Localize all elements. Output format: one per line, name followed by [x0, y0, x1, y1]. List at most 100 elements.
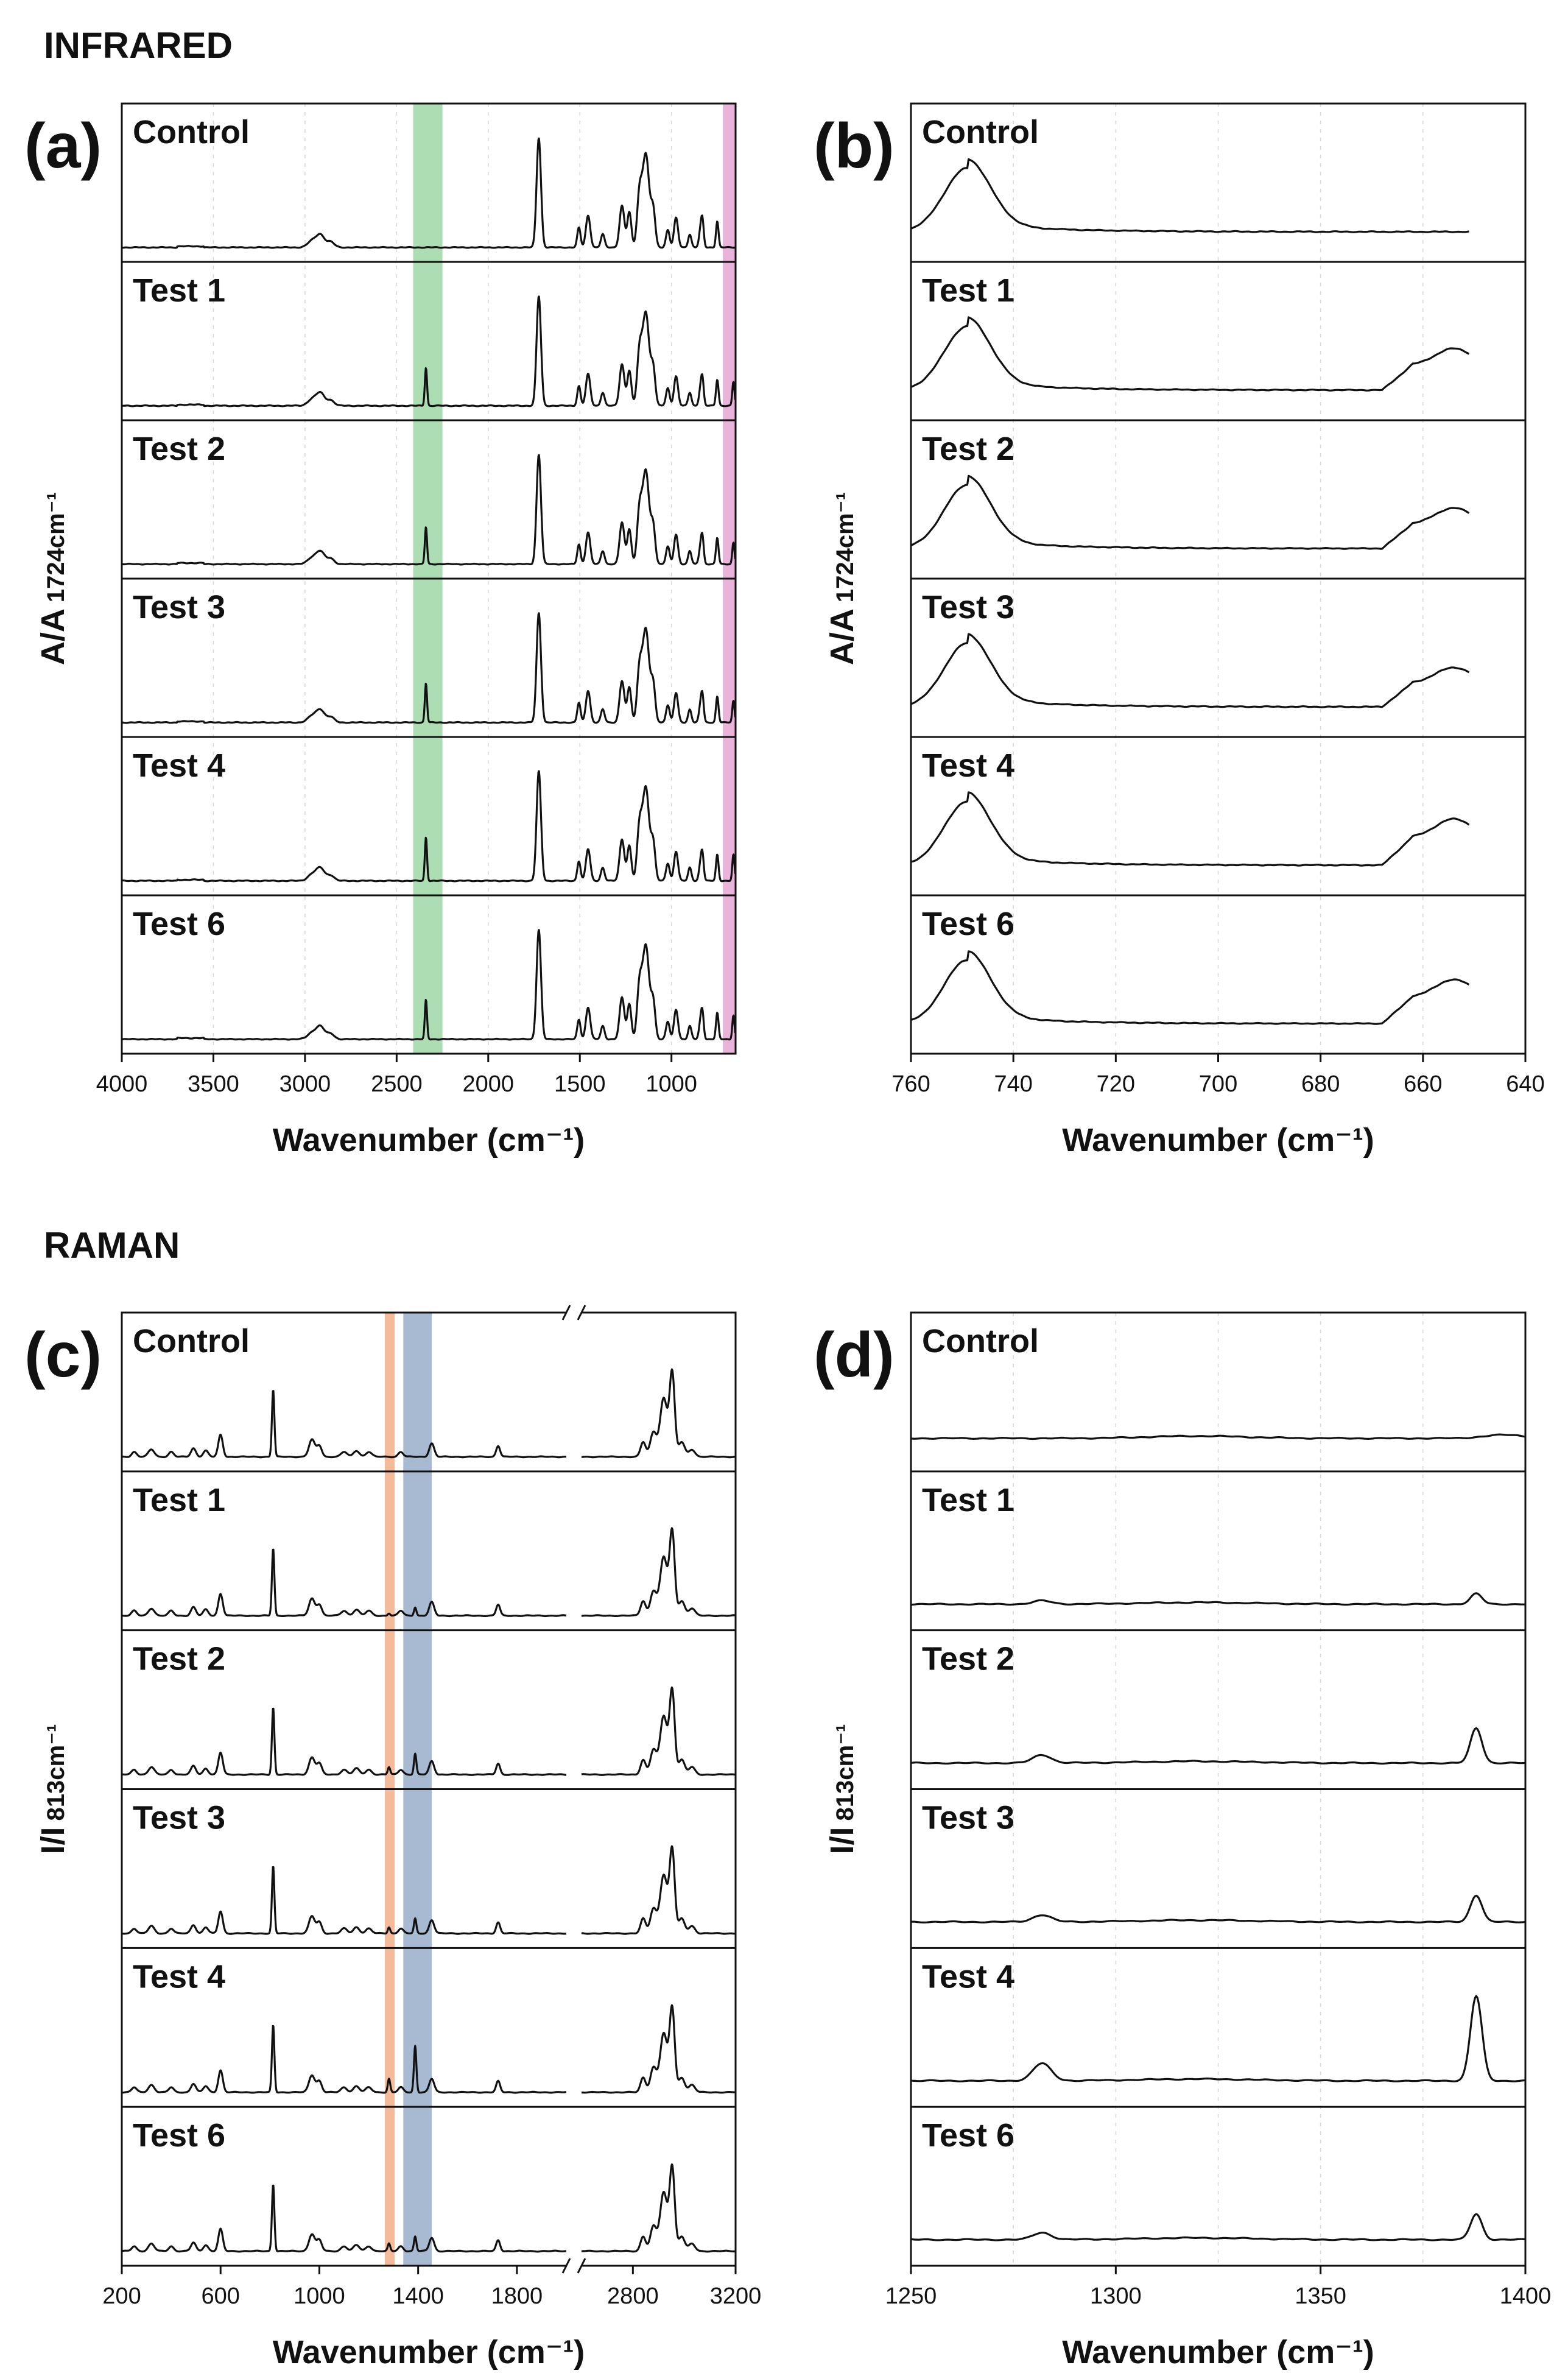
panel-c-panel-letter: (c) — [24, 1320, 102, 1391]
panel-d-trace-label: Test 4 — [922, 1958, 1014, 1995]
panel-d-x-tick-label: 1250 — [885, 2283, 937, 2309]
panel-a-x-tick-label: 2000 — [463, 1071, 515, 1097]
panel-a-x-tick-label: 4000 — [96, 1071, 148, 1097]
panel-d-spectrum-line — [910, 1433, 1526, 1440]
panel-d-y-axis-main: I/I — [824, 1827, 860, 1854]
panel-c-y-axis-sub: 813cm⁻¹ — [43, 1724, 69, 1821]
panel-a-spectrum-line — [121, 137, 736, 249]
panel-b-spectrum-line — [910, 791, 1470, 867]
panel-b-trace-label: Test 6 — [922, 906, 1014, 942]
panel-d-spectrum-line — [910, 2213, 1526, 2241]
panel-c-axis-break-mark — [577, 2258, 586, 2274]
panel-a-trace-label: Test 1 — [133, 272, 225, 309]
panel-b-y-axis-sub: 1724cm⁻¹ — [832, 492, 859, 602]
panel-c-spectrum-line — [581, 1686, 736, 1776]
panel-d-y-axis-sub: 813cm⁻¹ — [832, 1724, 859, 1821]
panel-a-y-axis-main: A/A — [35, 608, 71, 665]
panel-b-x-tick-label: 640 — [1506, 1071, 1544, 1097]
panel-d-y-axis-title: I/I 813cm⁻¹ — [824, 1724, 860, 1855]
panel-c-trace-label: Test 2 — [133, 1641, 225, 1677]
panel-a-spectrum-line — [121, 612, 736, 724]
panel-c-x-tick-label: 1000 — [294, 2283, 345, 2309]
panel-c-x-tick-label: 1800 — [491, 2283, 543, 2309]
panel-c-spectrum-line — [581, 1527, 736, 1617]
panel-b-y-axis-main: A/A — [824, 608, 860, 665]
panel-c-spectrum-line — [581, 2004, 736, 2094]
panel-c-spectrum-line — [581, 1845, 736, 1935]
panel-b-trace-label: Test 2 — [922, 431, 1014, 467]
panel-d-spectrum-line — [910, 1592, 1526, 1606]
panel-a-x-tick-label: 1000 — [645, 1071, 697, 1097]
panel-b-x-tick-label: 740 — [994, 1071, 1032, 1097]
panel-d-trace-label: Control — [922, 1323, 1039, 1359]
panel-c-spectrum-line — [121, 2025, 567, 2094]
panel-a-x-tick-label: 1500 — [554, 1071, 606, 1097]
panel-a-x-tick-label: 2500 — [371, 1071, 423, 1097]
panel-c-x-tick-label: 600 — [202, 2283, 240, 2309]
panel-b-x-tick-label: 700 — [1199, 1071, 1237, 1097]
panel-c: (c) Control Test 1 Test 2 Test 3 Test 4 Test 6… — [24, 1305, 761, 2371]
panel-a-trace-label: Control — [133, 114, 250, 150]
panel-d-trace-label: Test 3 — [922, 1800, 1014, 1836]
panel-d-spectrum-line — [911, 1995, 1525, 2082]
panel-a-x-axis-title: Wavenumber (cm⁻¹) — [273, 1122, 585, 1158]
panel-c-x-tick-label: 3200 — [710, 2283, 762, 2309]
panel-a-spectrum-line — [121, 295, 736, 407]
panel-b-panel-letter: (b) — [814, 111, 895, 182]
panel-b-x-tick-label: 760 — [891, 1071, 930, 1097]
panel-c-spectrum-line — [581, 1368, 736, 1459]
section-title-infrared: INFRARED — [44, 25, 233, 66]
panel-a: (a) Control Test 1 Test 2 Test 3 Test 4 Test 6… — [24, 102, 737, 1158]
panel-a-x-tick-label: 3000 — [279, 1071, 331, 1097]
panel-c-y-axis-title: I/I 813cm⁻¹ — [35, 1724, 71, 1855]
panel-b-trace-label: Test 3 — [922, 589, 1014, 626]
panel-d-trace-label: Test 1 — [922, 1482, 1014, 1518]
panel-c-spectrum-line — [121, 2184, 567, 2253]
panel-c-spectrum-line — [121, 1548, 567, 1618]
panel-c-axis-break-gap — [566, 2262, 582, 2269]
panel-c-spectrum-line — [121, 1390, 567, 1459]
panel-b-trace-label: Test 1 — [922, 272, 1014, 309]
panel-c-y-axis-main: I/I — [35, 1827, 71, 1854]
panel-a-spectrum-line — [121, 770, 736, 883]
panel-c-spectrum-line — [121, 1707, 567, 1776]
panel-d: (d) Control Test 1 Test 2 Test 3 Test 4 Test 6… — [814, 1311, 1551, 2371]
panel-c-axis-break-mark — [577, 1305, 586, 1320]
panel-a-x-tick-label: 3500 — [188, 1071, 239, 1097]
panel-c-trace-label: Test 1 — [133, 1482, 225, 1518]
panel-b-y-axis-label: A/A 1724cm⁻¹ — [824, 492, 860, 665]
panel-b-y-axis-title: A/A 1724cm⁻¹ — [824, 492, 860, 665]
panel-c-trace-label: Test 6 — [133, 2117, 225, 2154]
panel-d-trace-label: Test 2 — [922, 1641, 1014, 1677]
panel-c-spectrum-line — [581, 2163, 736, 2253]
panel-c-axis-break-gap — [566, 1309, 582, 1316]
panel-c-x-tick-label: 1400 — [392, 2283, 444, 2309]
panel-b-trace-label: Test 4 — [922, 747, 1014, 784]
panel-d-x-tick-label: 1300 — [1090, 2283, 1142, 2309]
panel-c-spectrum-line — [121, 1866, 567, 1935]
panel-b-x-tick-label: 680 — [1301, 1071, 1340, 1097]
panel-d-trace-label: Test 6 — [922, 2117, 1014, 2154]
panel-b-spectrum-line — [910, 316, 1470, 392]
panel-d-spectrum-line — [910, 1894, 1526, 1923]
panel-b-spectrum-line — [910, 158, 1469, 233]
panel-b: (b) Control Test 1 Test 2 Test 3 Test 4 Test 6… — [814, 102, 1545, 1158]
panel-d-spectrum-line — [910, 1727, 1526, 1765]
panel-c-x-axis-title: Wavenumber (cm⁻¹) — [273, 2334, 585, 2371]
panel-a-panel-letter: (a) — [24, 111, 102, 182]
panel-a-y-axis-sub: 1724cm⁻¹ — [43, 492, 69, 602]
panel-a-trace-label: Test 3 — [133, 589, 225, 626]
panel-b-x-axis-title: Wavenumber (cm⁻¹) — [1062, 1122, 1374, 1158]
panel-c-trace-label: Test 4 — [133, 1958, 225, 1995]
panel-a-trace-label: Test 2 — [133, 431, 225, 467]
panel-d-x-axis-title: Wavenumber (cm⁻¹) — [1062, 2334, 1374, 2371]
panel-b-spectrum-line — [910, 633, 1470, 708]
panel-b-spectrum-line — [910, 474, 1470, 550]
panel-d-panel-letter: (d) — [814, 1320, 895, 1391]
section-title-raman: RAMAN — [44, 1225, 180, 1266]
panel-a-spectrum-line — [121, 454, 736, 566]
panel-c-trace-label: Control — [133, 1323, 250, 1359]
panel-b-x-tick-label: 660 — [1404, 1071, 1442, 1097]
panel-c-axis-break-mark — [561, 1305, 571, 1320]
